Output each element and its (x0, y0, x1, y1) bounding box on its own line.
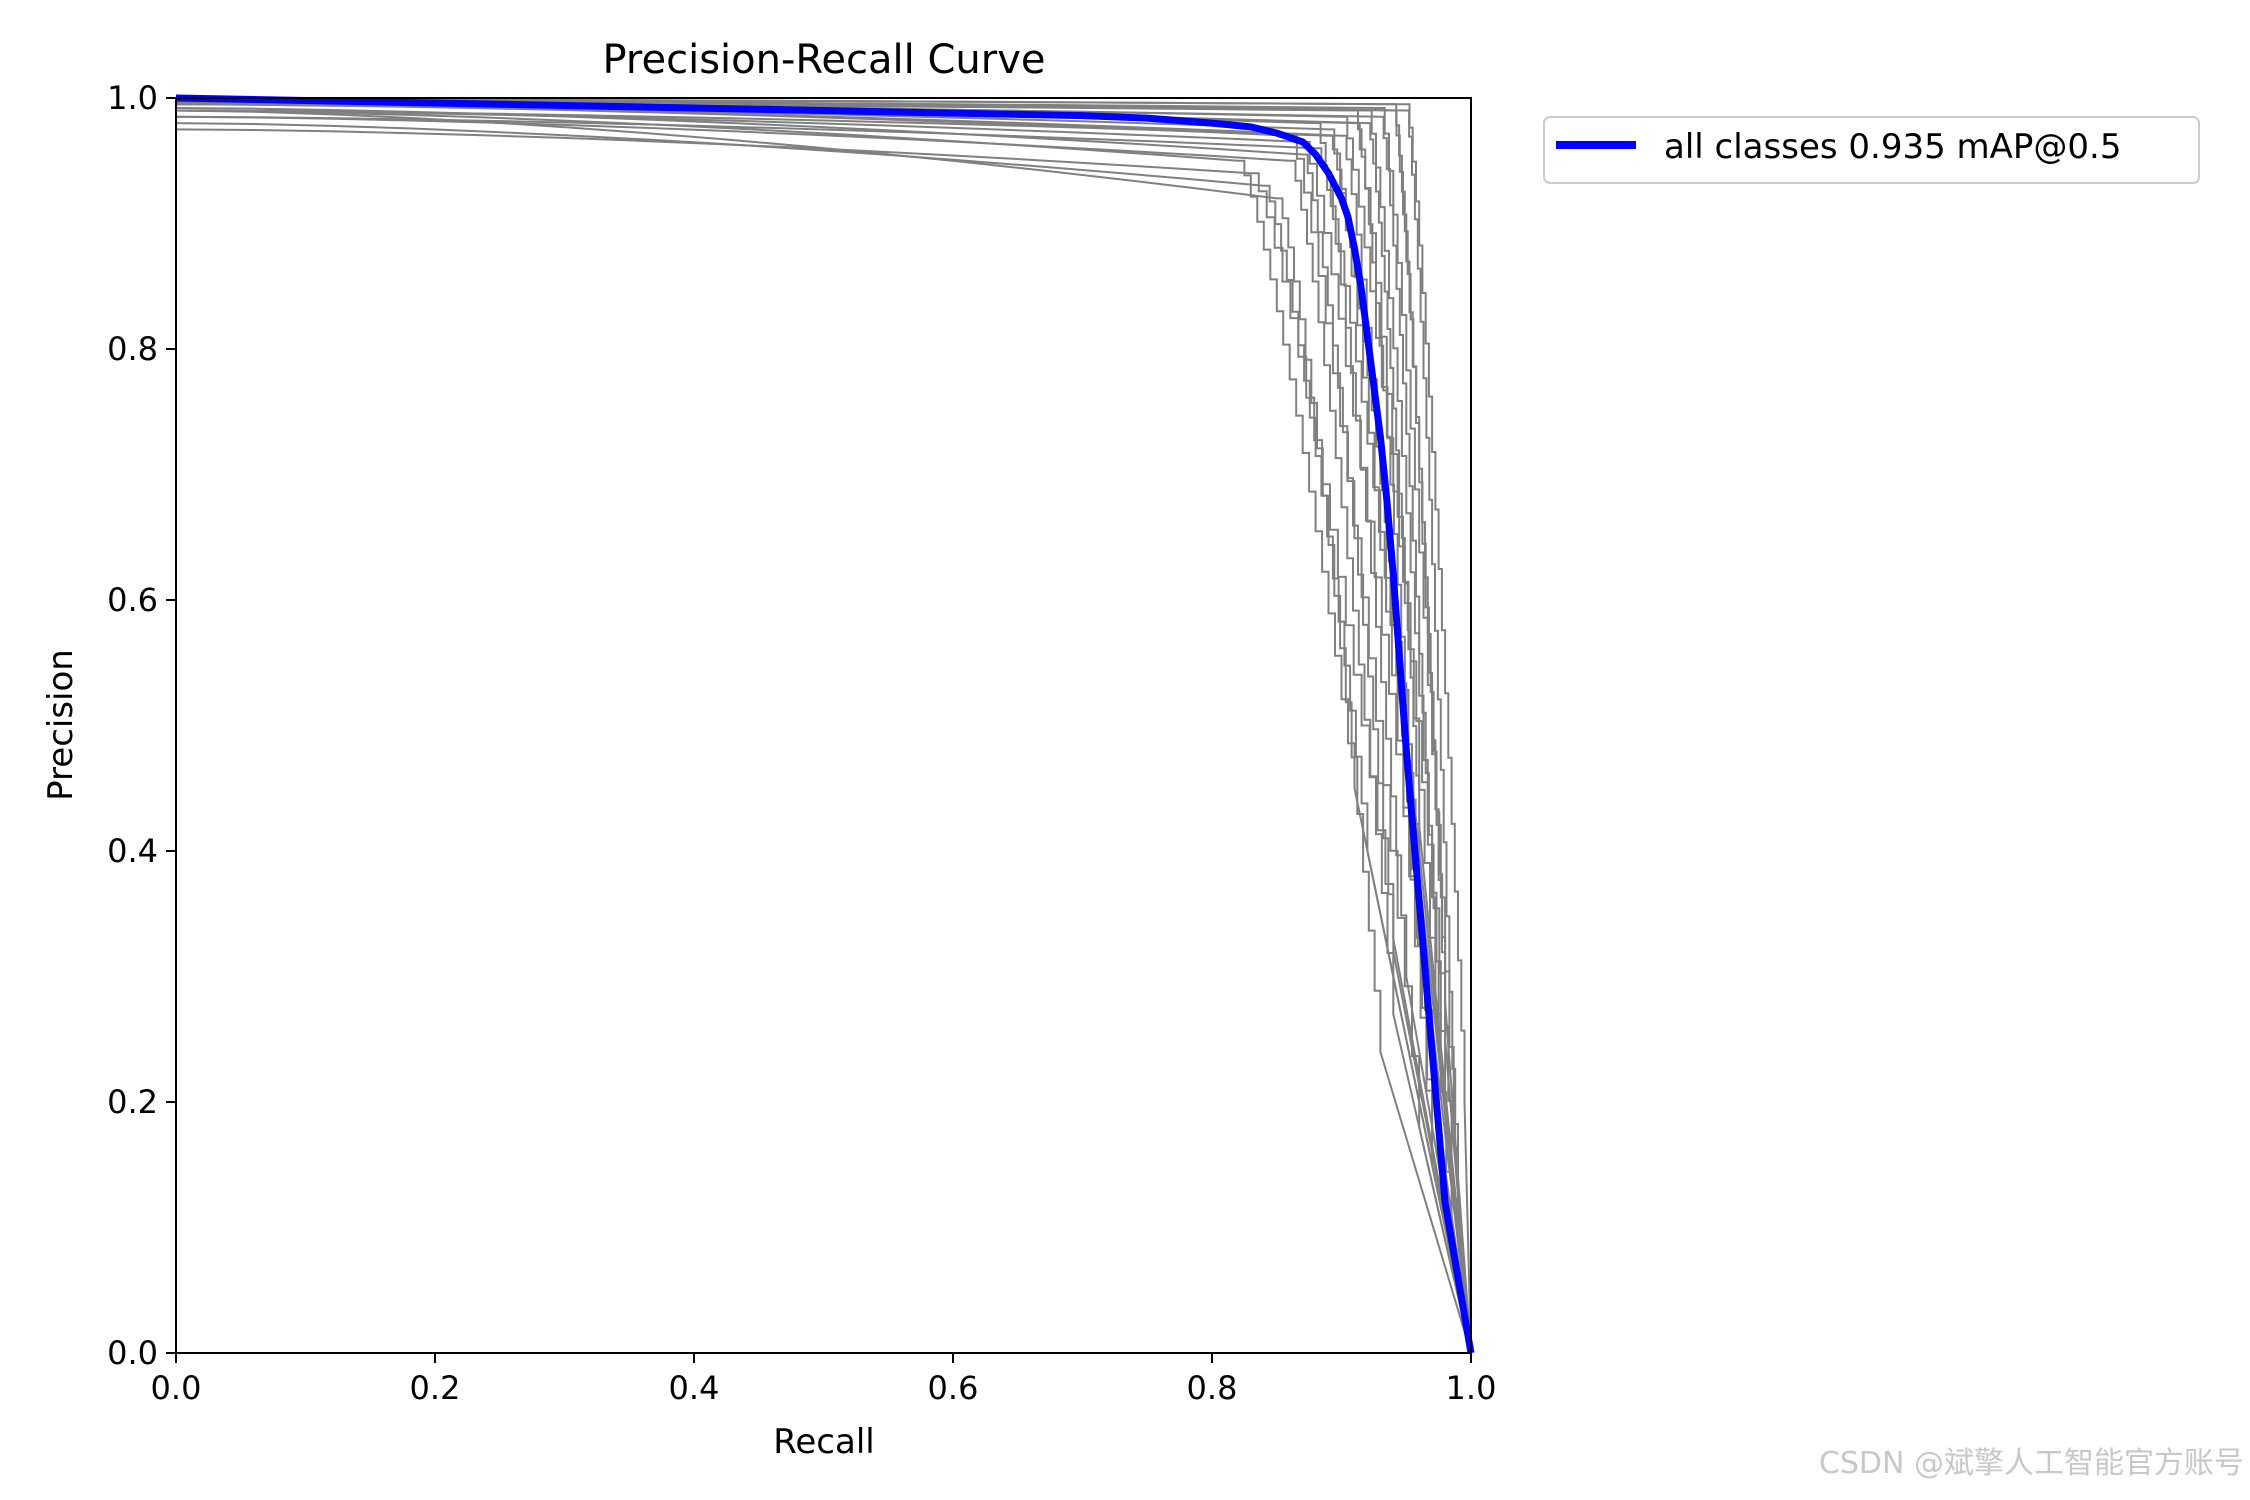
mean-series-group (175, 94, 1475, 1354)
per-class-curve (175, 109, 1472, 1354)
per-class-curve (175, 128, 1472, 1354)
plot-frame (175, 97, 1472, 1354)
all-classes-curve (175, 94, 1475, 1354)
per-class-curve (175, 115, 1472, 1354)
per-class-curves (175, 98, 1472, 1354)
chart-title: Precision-Recall Curve (603, 37, 1046, 83)
watermark: CSDN @斌擎人工智能官方账号 (1818, 1446, 2244, 1481)
y-tick-label: 1.0 (107, 79, 158, 117)
legend: all classes 0.935 mAP@0.5 (1543, 116, 2200, 184)
x-tick-label: 1.0 (1446, 1369, 1497, 1407)
per-class-curve (175, 109, 1472, 1354)
x-tick-label: 0.4 (669, 1369, 720, 1407)
per-class-curve (176, 98, 1472, 1354)
y-tick-label: 0.8 (107, 330, 158, 368)
per-class-curve (175, 103, 1472, 1354)
x-axis-label: Recall (773, 1422, 874, 1462)
y-tick-label: 0.2 (107, 1083, 158, 1121)
y-tick-label: 0.4 (107, 832, 158, 870)
x-tick-label: 0.0 (151, 1369, 202, 1407)
per-class-curve (175, 99, 1472, 1354)
y-axis-label: Precision (41, 649, 81, 801)
x-tick-label: 0.6 (928, 1369, 979, 1407)
per-class-curve (175, 107, 1472, 1354)
x-tick-label: 0.8 (1187, 1369, 1238, 1407)
y-axis-ticks: 0.0 0.2 0.4 0.6 0.8 1.0 (107, 79, 176, 1372)
y-tick-label: 0.6 (107, 581, 158, 619)
y-tick-label: 0.0 (107, 1334, 158, 1372)
x-axis-ticks: 0.0 0.2 0.4 0.6 0.8 1.0 (151, 1353, 1497, 1407)
legend-label-all-classes: all classes 0.935 mAP@0.5 (1664, 127, 2121, 167)
legend-box (1543, 116, 2200, 184)
x-tick-label: 0.2 (410, 1369, 461, 1407)
